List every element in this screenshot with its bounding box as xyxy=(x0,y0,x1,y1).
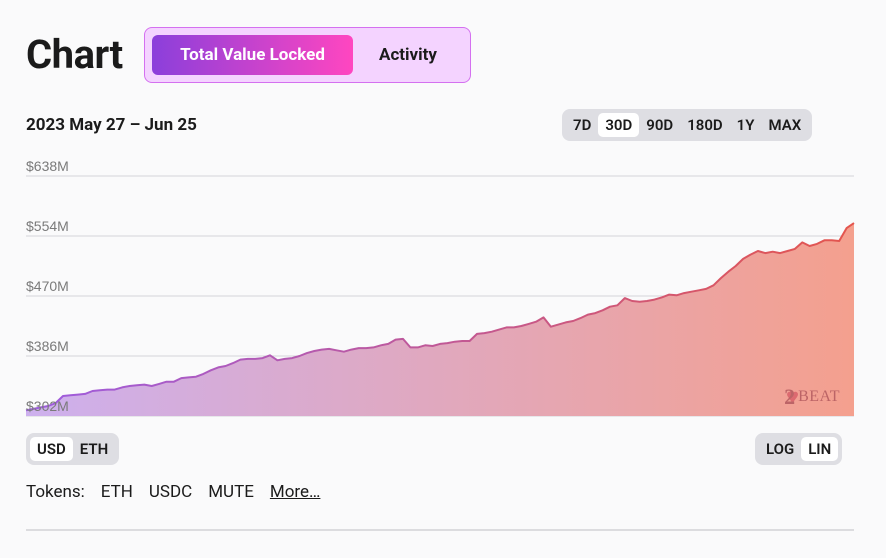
timeframe-max-button[interactable]: MAX xyxy=(768,116,802,134)
more-tokens-link[interactable]: More… xyxy=(269,482,321,502)
y-tick-label: $302M xyxy=(26,398,69,414)
page-title: Chart xyxy=(26,31,123,78)
y-tick-label: $638M xyxy=(26,158,69,174)
tvl-chart-svg: $638M $554M $470M $386M $302M xyxy=(25,158,855,417)
y-tick-label: $470M xyxy=(26,278,69,294)
currency-selector: USD ETH xyxy=(26,433,120,465)
tvl-chart: $638M $554M $470M $386M $302M xyxy=(0,150,886,420)
date-range-label: 2023 May 27 – Jun 25 xyxy=(26,115,197,135)
l2beat-watermark: ♥ 2 BEAT xyxy=(784,384,841,410)
scale-log-button[interactable]: LOG xyxy=(766,440,795,458)
timeframe-7d-button[interactable]: 7D xyxy=(573,116,592,134)
watermark-text: BEAT xyxy=(798,388,841,405)
chart-type-tabs: Total Value Locked Activity xyxy=(144,27,471,83)
heart-icon: ♥ xyxy=(786,384,800,409)
scale-selector: LOG LIN xyxy=(755,433,843,465)
timeframe-180d-button[interactable]: 180D xyxy=(687,116,723,134)
timeframe-1y-button[interactable]: 1Y xyxy=(736,116,755,134)
token-mute[interactable]: MUTE xyxy=(208,482,254,502)
tvl-line xyxy=(25,222,855,412)
watermark-number: 2 xyxy=(784,384,796,409)
token-eth[interactable]: ETH xyxy=(100,482,133,502)
timeframe-30d-button[interactable]: 30D xyxy=(598,113,640,137)
token-usdc[interactable]: USDC xyxy=(148,482,193,502)
token-list: Tokens: ETH USDC MUTE More… xyxy=(26,481,320,503)
currency-usd-button[interactable]: USD xyxy=(30,437,73,461)
tvl-area xyxy=(26,223,854,416)
timeframe-90d-button[interactable]: 90D xyxy=(646,116,674,134)
divider xyxy=(26,529,854,531)
tab-activity[interactable]: Activity xyxy=(379,45,437,65)
currency-eth-button[interactable]: ETH xyxy=(79,440,109,458)
y-tick-label: $386M xyxy=(26,338,69,354)
tokens-label: Tokens: xyxy=(26,482,85,502)
scale-lin-button[interactable]: LIN xyxy=(801,437,839,461)
timeframe-selector: 7D 30D 90D 180D 1Y MAX xyxy=(562,109,813,141)
tab-total-value-locked[interactable]: Total Value Locked xyxy=(152,35,353,75)
y-tick-label: $554M xyxy=(26,218,69,234)
